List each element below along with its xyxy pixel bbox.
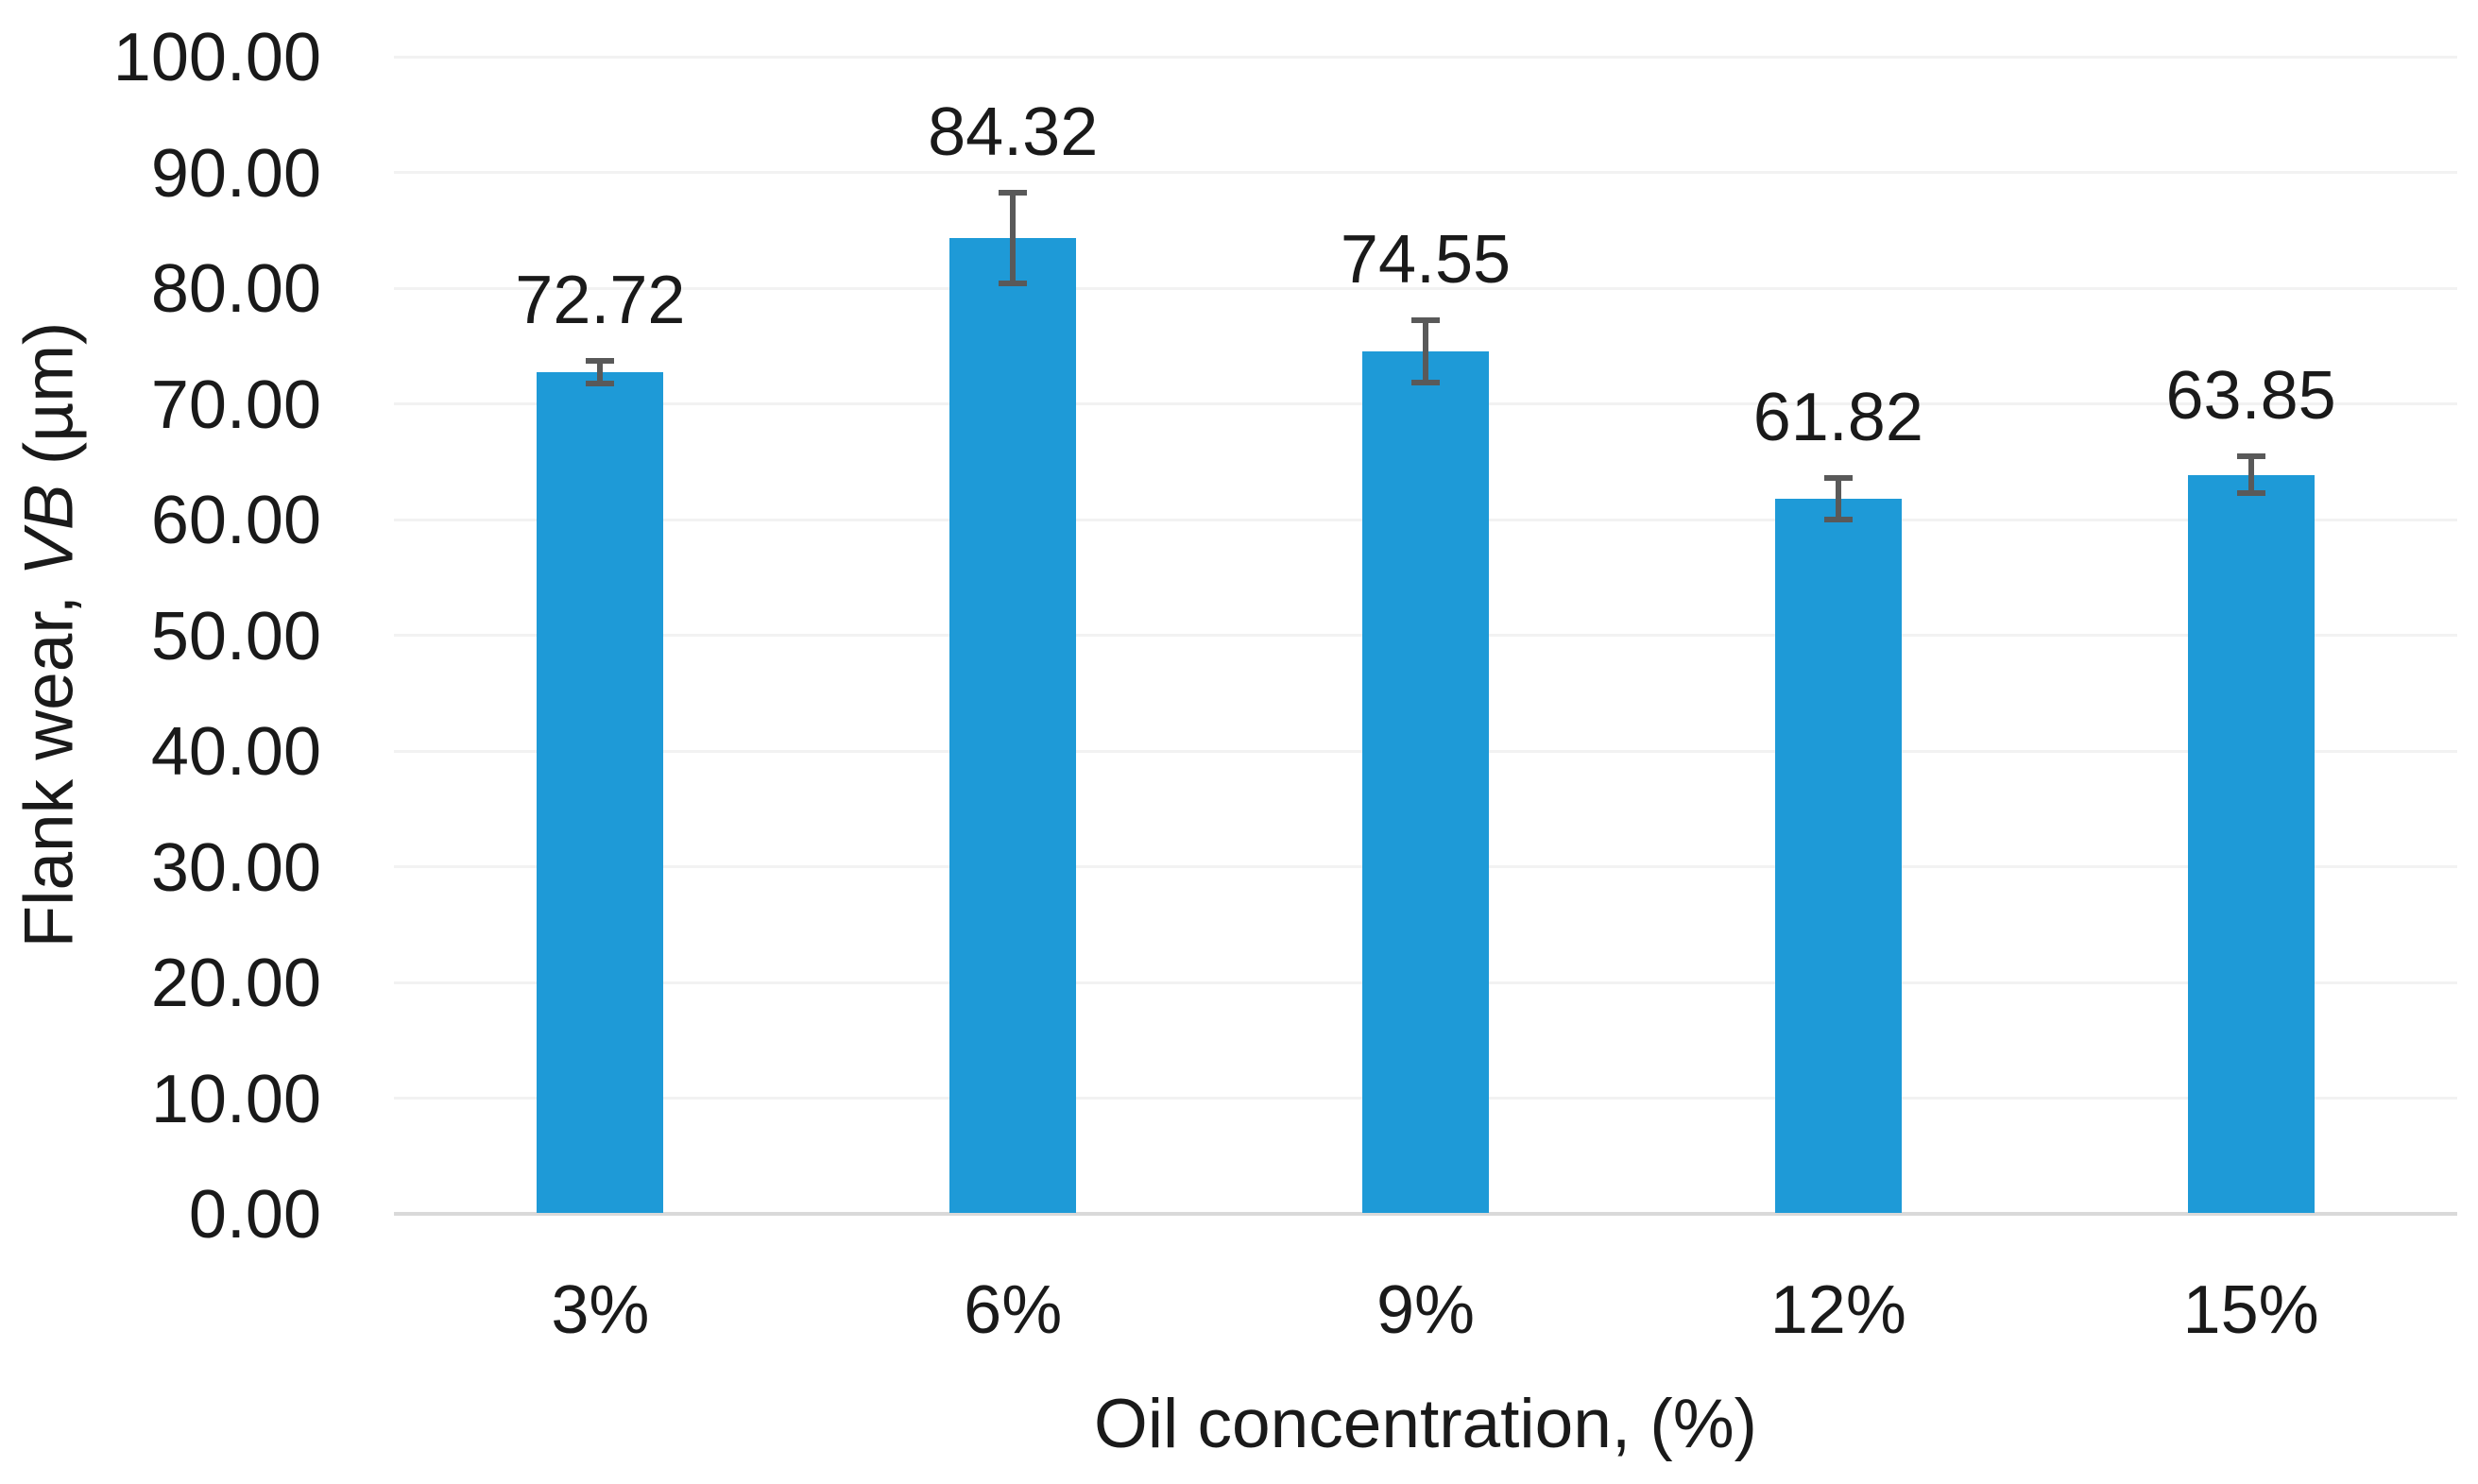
x-axis-title: Oil concentration, (%) bbox=[1094, 1386, 1757, 1462]
bar-value-label: 72.72 bbox=[515, 262, 686, 338]
gridline bbox=[394, 286, 2457, 290]
y-tick-label: 0.00 bbox=[188, 1177, 321, 1253]
error-bar-top-cap bbox=[1823, 474, 1853, 481]
y-tick-label: 90.00 bbox=[150, 135, 321, 212]
error-bar-top-cap bbox=[1411, 316, 1440, 323]
bar-value-label: 63.85 bbox=[2165, 358, 2336, 435]
x-tick-label: 9% bbox=[1376, 1272, 1476, 1348]
bar bbox=[1362, 350, 1489, 1213]
y-tick-label: 70.00 bbox=[150, 367, 321, 443]
gridline bbox=[394, 55, 2457, 59]
x-tick-label: 3% bbox=[551, 1272, 650, 1348]
error-bar-bottom-cap bbox=[586, 381, 615, 387]
y-tick-label: 100.00 bbox=[112, 20, 321, 95]
bar bbox=[537, 372, 664, 1213]
bar-value-label: 84.32 bbox=[928, 94, 1099, 171]
error-bar-bottom-cap bbox=[2236, 490, 2265, 497]
error-bar-stem bbox=[597, 360, 604, 384]
error-bar-bottom-cap bbox=[1823, 516, 1853, 522]
x-tick-label: 6% bbox=[964, 1272, 1063, 1348]
y-tick-label: 10.00 bbox=[150, 1061, 321, 1137]
error-bar-stem bbox=[2247, 456, 2254, 494]
bar bbox=[2187, 474, 2315, 1213]
y-tick-label: 30.00 bbox=[150, 829, 321, 906]
x-axis-line bbox=[394, 1212, 2457, 1216]
y-tick-label: 50.00 bbox=[150, 598, 321, 674]
bar-value-label: 61.82 bbox=[1752, 379, 1923, 455]
error-bar-top-cap bbox=[2236, 453, 2265, 460]
y-tick-label: 20.00 bbox=[150, 946, 321, 1021]
error-bar-stem bbox=[1423, 319, 1428, 383]
error-bar-stem bbox=[1010, 193, 1017, 283]
error-bar-bottom-cap bbox=[999, 280, 1028, 286]
error-bar-top-cap bbox=[999, 190, 1028, 196]
bar-value-label: 74.55 bbox=[1340, 221, 1512, 298]
gridline bbox=[394, 171, 2457, 174]
bar bbox=[949, 238, 1077, 1213]
x-tick-label: 12% bbox=[1769, 1272, 1906, 1348]
y-tick-label: 40.00 bbox=[150, 714, 321, 790]
error-bar-stem bbox=[1835, 477, 1841, 520]
bar bbox=[1774, 498, 1902, 1213]
x-tick-label: 15% bbox=[2182, 1272, 2319, 1348]
error-bar-bottom-cap bbox=[1411, 379, 1440, 385]
y-tick-label: 60.00 bbox=[150, 483, 321, 558]
y-tick-label: 80.00 bbox=[150, 251, 321, 327]
error-bar-top-cap bbox=[586, 357, 615, 364]
